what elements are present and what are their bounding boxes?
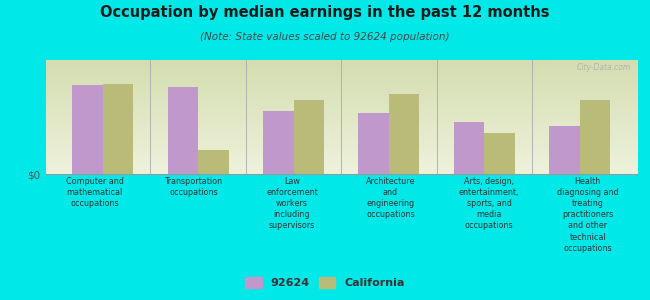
Text: Health
diagnosing and
treating
practitioners
and other
technical
occupations: Health diagnosing and treating practitio… [557,177,619,253]
Bar [198,150,229,174]
Bar [294,100,324,174]
Text: (Note: State values scaled to 92624 population): (Note: State values scaled to 92624 popu… [200,32,450,41]
Bar [389,94,419,174]
Bar [103,84,133,174]
Text: Architecture
and
engineering
occupations: Architecture and engineering occupations [366,177,415,219]
Legend: 92624, California: 92624, California [242,274,408,291]
Bar [72,85,103,174]
Bar [358,113,389,174]
Text: Law
enforcement
workers
including
supervisors: Law enforcement workers including superv… [266,177,318,230]
Bar [549,126,580,174]
Text: Computer and
mathematical
occupations: Computer and mathematical occupations [66,177,124,208]
Bar [484,133,515,174]
Text: City-Data.com: City-Data.com [577,63,631,72]
Bar [168,87,198,174]
Text: Occupation by median earnings in the past 12 months: Occupation by median earnings in the pas… [100,4,550,20]
Text: Arts, design,
entertainment,
sports, and
media
occupations: Arts, design, entertainment, sports, and… [459,177,519,230]
Text: Transportation
occupations: Transportation occupations [164,177,222,197]
Bar [263,111,294,174]
Bar [454,122,484,174]
Bar [580,100,610,174]
